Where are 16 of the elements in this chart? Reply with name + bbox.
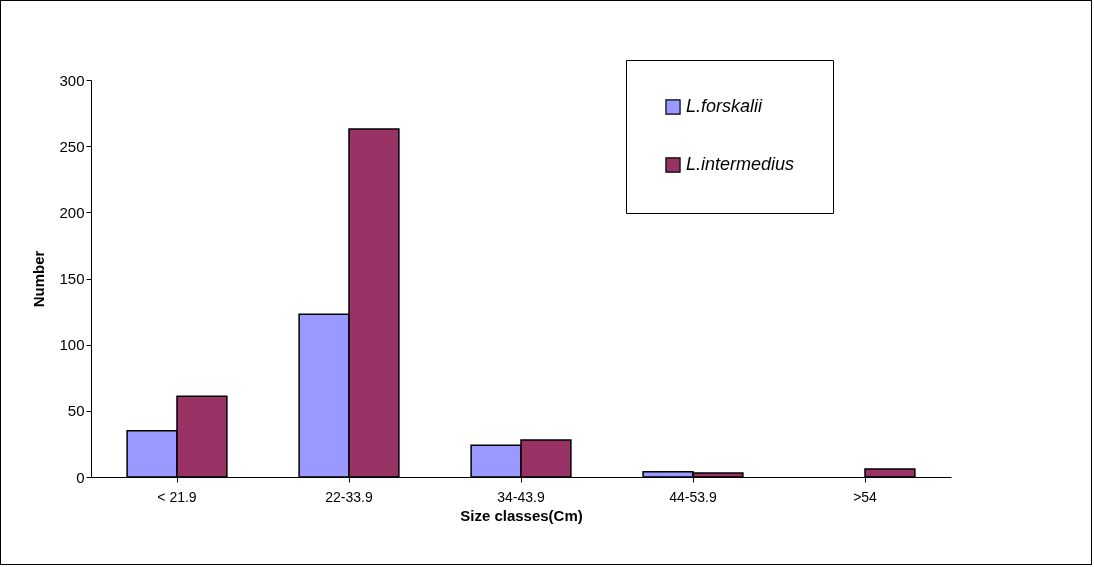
legend-label: L.forskalii — [686, 96, 764, 116]
x-tick-label: 22-33.9 — [325, 488, 373, 505]
x-tick-label: 34-43.9 — [497, 488, 545, 505]
y-tick-label: 300 — [59, 71, 85, 89]
y-tick-label: 50 — [67, 402, 85, 420]
y-tick-label: 200 — [59, 203, 85, 221]
legend-label: L.intermedius — [686, 154, 795, 174]
y-tick-label: 0 — [76, 468, 85, 486]
x-tick-label: < 21.9 — [157, 488, 197, 505]
y-tick-label: 150 — [59, 270, 85, 287]
y-axis-title: Number — [30, 250, 48, 308]
y-tick-label: 250 — [59, 137, 85, 155]
x-tick-label: >54 — [853, 488, 878, 505]
x-axis-title: Size classes(Cm) — [460, 506, 583, 524]
x-tick-label: 44-53.9 — [669, 488, 717, 505]
y-tick-label: 100 — [59, 336, 85, 354]
